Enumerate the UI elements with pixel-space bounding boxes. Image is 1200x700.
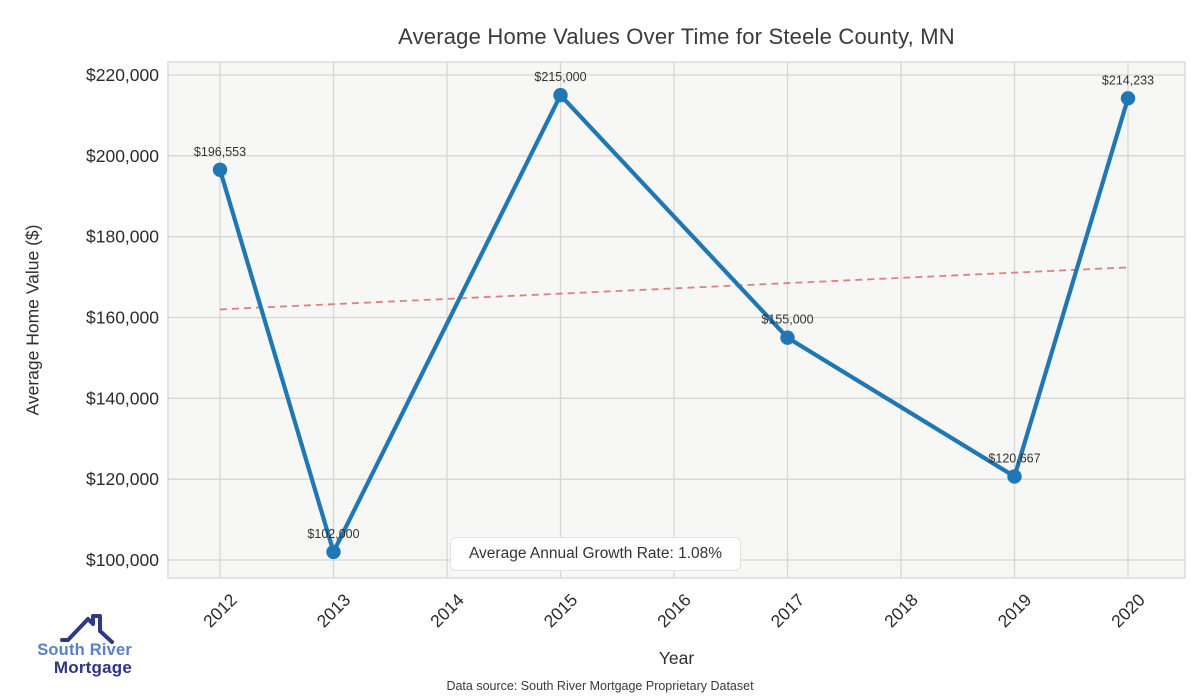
x-tick-label: 2013 — [313, 590, 355, 632]
x-tick-label: 2017 — [767, 590, 809, 632]
y-tick-label: $120,000 — [86, 469, 159, 489]
data-point — [1007, 469, 1022, 484]
y-tick-label: $100,000 — [86, 550, 159, 570]
data-point — [212, 162, 228, 177]
data-point-label: $102,000 — [307, 527, 359, 541]
x-tick-label: 2020 — [1107, 590, 1149, 632]
x-tick-label: 2012 — [199, 590, 241, 632]
chart-title: Average Home Values Over Time for Steele… — [398, 24, 955, 49]
data-point-label: $120,667 — [988, 451, 1040, 465]
data-point-label: $214,233 — [1102, 73, 1154, 87]
y-tick-label: $200,000 — [86, 146, 159, 166]
y-tick-label: $160,000 — [86, 308, 159, 328]
y-tick-label: $180,000 — [86, 227, 159, 247]
roof-icon — [60, 614, 114, 644]
logo-text-line2: Mortgage — [53, 658, 132, 677]
data-point — [326, 544, 341, 560]
logo-text-line1: South River — [37, 641, 132, 659]
y-tick-label: $220,000 — [86, 65, 159, 85]
company-logo: South River Mortgage — [16, 612, 132, 677]
data-point — [780, 330, 795, 345]
y-axis-label: Average Home Value ($) — [22, 224, 43, 416]
x-tick-label: 2015 — [540, 590, 582, 632]
x-axis-label: Year — [658, 648, 695, 668]
plot-border — [167, 61, 1186, 579]
trend-line — [219, 266, 1129, 311]
x-tick-label: 2016 — [653, 590, 695, 632]
x-tick-label: 2019 — [994, 590, 1036, 632]
plot-background — [168, 62, 1185, 578]
x-tick-label: 2018 — [880, 590, 922, 632]
data-point-label: $196,553 — [194, 145, 246, 159]
series-line — [217, 93, 1131, 555]
data-point — [553, 88, 568, 103]
data-point — [1120, 91, 1136, 106]
growth-rate-annotation: Average Annual Growth Rate: 1.08% — [450, 537, 742, 571]
y-tick-label: $140,000 — [86, 388, 159, 408]
data-source-note: Data source: South River Mortgage Propri… — [446, 679, 754, 693]
x-tick-label: 2014 — [426, 590, 468, 632]
data-point-label: $155,000 — [761, 313, 813, 327]
data-point-label: $215,000 — [534, 70, 586, 84]
